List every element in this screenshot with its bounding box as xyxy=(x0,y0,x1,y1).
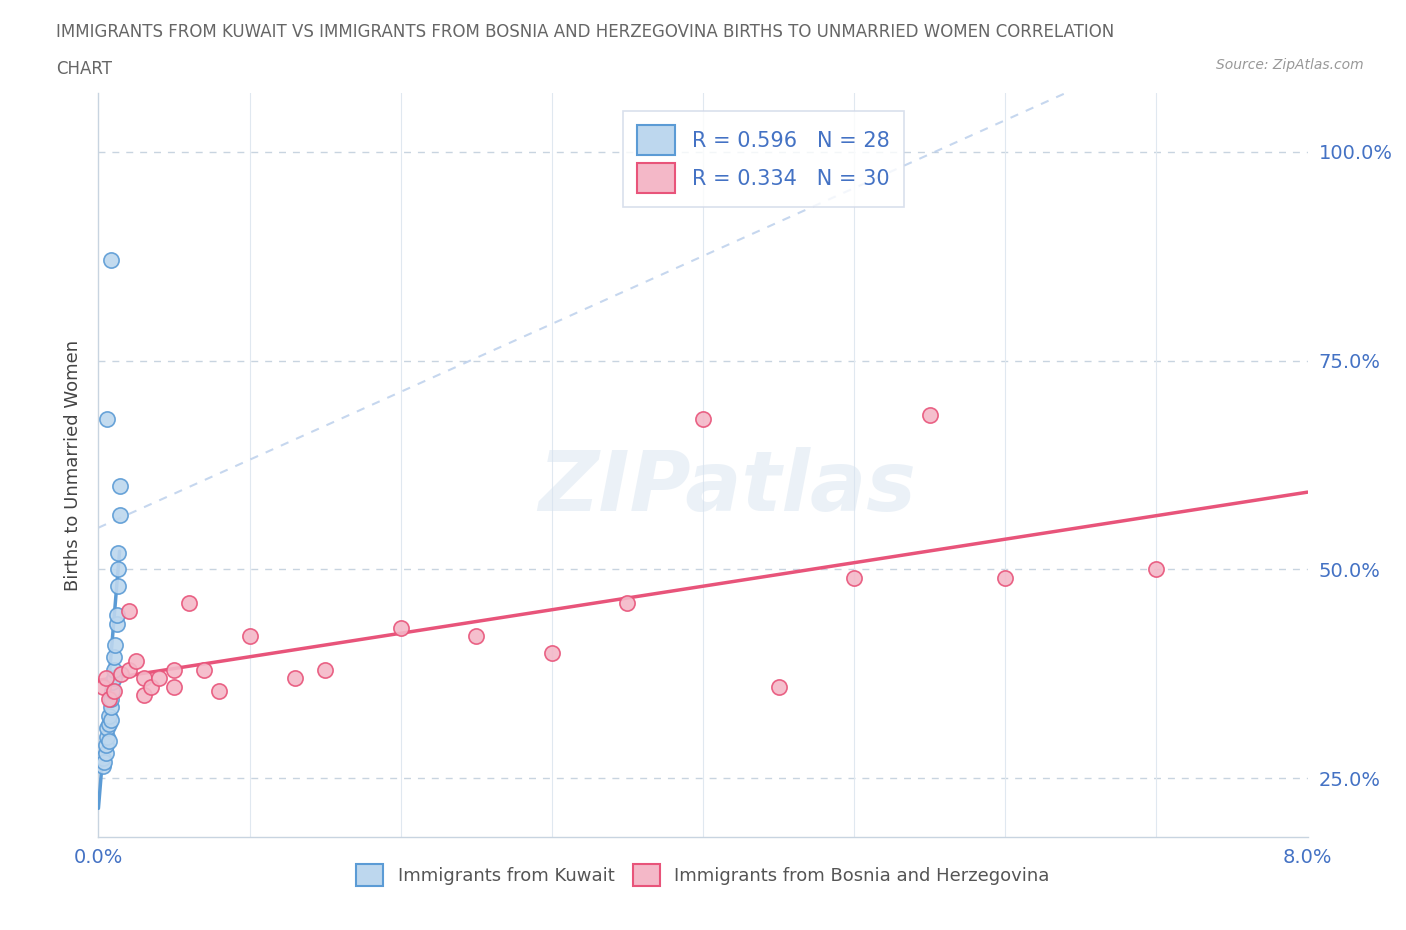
Legend: Immigrants from Kuwait, Immigrants from Bosnia and Herzegovina: Immigrants from Kuwait, Immigrants from … xyxy=(347,855,1059,895)
Point xyxy=(768,679,790,694)
Point xyxy=(844,570,866,585)
Point xyxy=(93,754,115,769)
Y-axis label: Births to Unmarried Women: Births to Unmarried Women xyxy=(63,339,82,591)
Point xyxy=(208,684,231,698)
Point xyxy=(98,717,121,732)
Point xyxy=(1146,562,1168,577)
Point xyxy=(103,684,125,698)
Point xyxy=(98,709,121,724)
Text: CHART: CHART xyxy=(56,60,112,78)
Point xyxy=(540,645,562,660)
Point xyxy=(107,545,129,560)
Point xyxy=(98,692,121,707)
Point xyxy=(132,671,155,685)
Point xyxy=(284,671,307,685)
Point xyxy=(107,578,129,593)
Point xyxy=(193,662,215,677)
Point xyxy=(104,637,127,652)
Point xyxy=(91,759,114,774)
Point xyxy=(96,729,118,744)
Point xyxy=(148,671,170,685)
Point xyxy=(389,620,412,635)
Point xyxy=(118,604,141,618)
Point xyxy=(108,508,131,523)
Point xyxy=(163,662,186,677)
Point xyxy=(101,675,124,690)
Point xyxy=(918,407,941,422)
Point xyxy=(100,700,122,715)
Point xyxy=(141,679,163,694)
Point xyxy=(110,667,132,682)
Point xyxy=(91,679,114,694)
Point xyxy=(101,684,124,698)
Point xyxy=(105,617,128,631)
Point xyxy=(105,608,128,623)
Point xyxy=(103,650,125,665)
Point xyxy=(103,671,125,685)
Point xyxy=(314,662,336,677)
Point xyxy=(100,692,122,707)
Point xyxy=(179,595,201,610)
Point xyxy=(94,671,117,685)
Point xyxy=(994,570,1017,585)
Point xyxy=(132,687,155,702)
Point xyxy=(98,734,121,749)
Point xyxy=(94,746,117,761)
Point xyxy=(465,629,488,644)
Text: Source: ZipAtlas.com: Source: ZipAtlas.com xyxy=(1216,58,1364,72)
Point xyxy=(118,662,141,677)
Point xyxy=(96,721,118,736)
Point xyxy=(103,662,125,677)
Point xyxy=(163,679,186,694)
Point xyxy=(100,253,122,268)
Point xyxy=(616,595,638,610)
Point xyxy=(100,712,122,727)
Point xyxy=(96,412,118,427)
Text: IMMIGRANTS FROM KUWAIT VS IMMIGRANTS FROM BOSNIA AND HERZEGOVINA BIRTHS TO UNMAR: IMMIGRANTS FROM KUWAIT VS IMMIGRANTS FRO… xyxy=(56,23,1115,41)
Point xyxy=(91,751,114,765)
Point xyxy=(239,629,262,644)
Point xyxy=(692,412,714,427)
Point xyxy=(108,478,131,493)
Point xyxy=(107,562,129,577)
Point xyxy=(125,654,148,669)
Text: ZIPatlas: ZIPatlas xyxy=(538,446,917,528)
Point xyxy=(94,737,117,752)
